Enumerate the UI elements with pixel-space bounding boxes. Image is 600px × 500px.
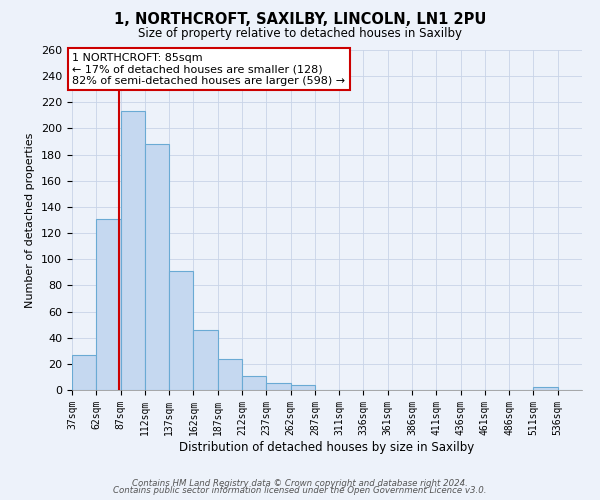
Bar	[193, 330, 218, 390]
Bar	[533, 388, 558, 390]
Text: 1, NORTHCROFT, SAXILBY, LINCOLN, LN1 2PU: 1, NORTHCROFT, SAXILBY, LINCOLN, LN1 2PU	[114, 12, 486, 28]
Bar	[72, 354, 96, 390]
Bar	[169, 271, 193, 390]
Bar	[218, 358, 242, 390]
Bar	[121, 112, 145, 390]
Text: Contains public sector information licensed under the Open Government Licence v3: Contains public sector information licen…	[113, 486, 487, 495]
Bar	[242, 376, 266, 390]
Text: Size of property relative to detached houses in Saxilby: Size of property relative to detached ho…	[138, 28, 462, 40]
Bar	[145, 144, 169, 390]
X-axis label: Distribution of detached houses by size in Saxilby: Distribution of detached houses by size …	[179, 440, 475, 454]
Text: Contains HM Land Registry data © Crown copyright and database right 2024.: Contains HM Land Registry data © Crown c…	[132, 478, 468, 488]
Y-axis label: Number of detached properties: Number of detached properties	[25, 132, 35, 308]
Bar	[96, 218, 121, 390]
Bar	[290, 385, 315, 390]
Bar	[266, 384, 290, 390]
Text: 1 NORTHCROFT: 85sqm
← 17% of detached houses are smaller (128)
82% of semi-detac: 1 NORTHCROFT: 85sqm ← 17% of detached ho…	[72, 52, 345, 86]
